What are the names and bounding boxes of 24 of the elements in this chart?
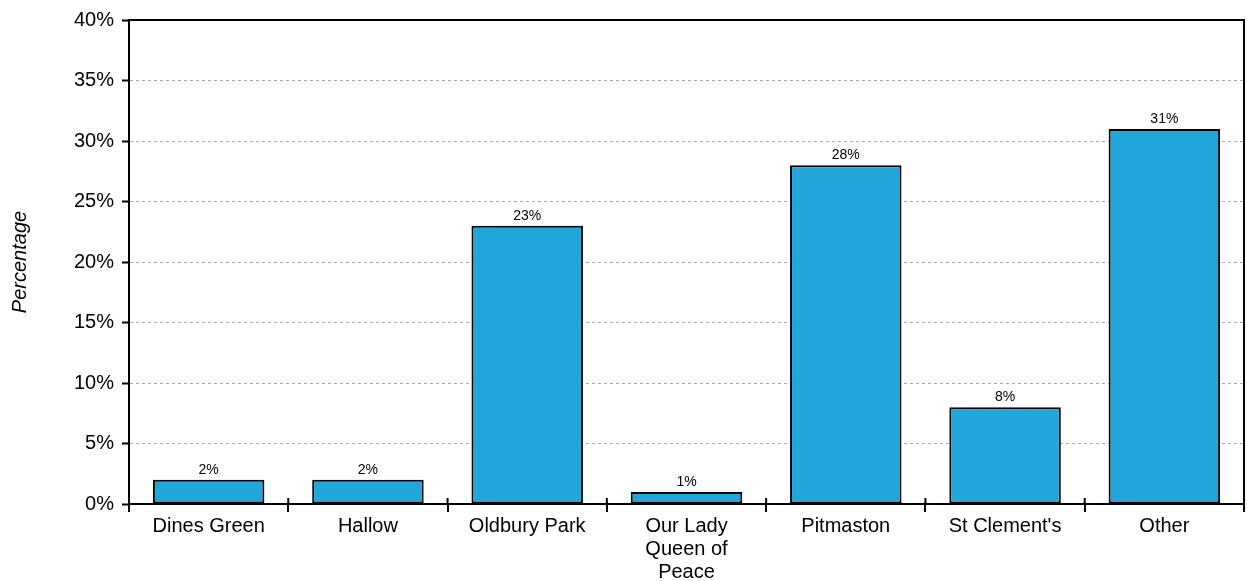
y-tick-label: 35% bbox=[73, 68, 115, 91]
data-label: 31% bbox=[1150, 109, 1179, 126]
y-tick-label: 5% bbox=[85, 431, 115, 454]
y-tick-label: 10% bbox=[73, 370, 115, 393]
y-tick-label: 25% bbox=[73, 189, 115, 212]
data-label: 8% bbox=[994, 388, 1016, 405]
x-tick-label: Oldbury Park bbox=[468, 514, 587, 537]
data-label: 1% bbox=[676, 472, 697, 489]
x-tick-label: St Clement's bbox=[948, 514, 1062, 537]
data-label: 23% bbox=[513, 206, 542, 223]
y-tick-label: 40% bbox=[73, 7, 115, 30]
y-tick-label: 0% bbox=[85, 491, 115, 514]
x-tick-label: Pitmaston bbox=[801, 514, 891, 537]
y-tick-label: 15% bbox=[73, 310, 115, 333]
y-axis-title: Percentage bbox=[7, 210, 30, 314]
data-label: 2% bbox=[198, 460, 219, 477]
y-tick-label: 20% bbox=[73, 249, 115, 272]
data-label: 2% bbox=[357, 460, 379, 477]
x-tick-label: Our Lady Queen of Peace bbox=[645, 514, 729, 581]
data-label: 28% bbox=[831, 146, 860, 163]
x-tick-label: Dines Green bbox=[152, 514, 265, 537]
x-tick-label: Hallow bbox=[337, 514, 399, 537]
x-tick-label: Other bbox=[1139, 514, 1190, 537]
y-tick-label: 30% bbox=[73, 128, 115, 151]
